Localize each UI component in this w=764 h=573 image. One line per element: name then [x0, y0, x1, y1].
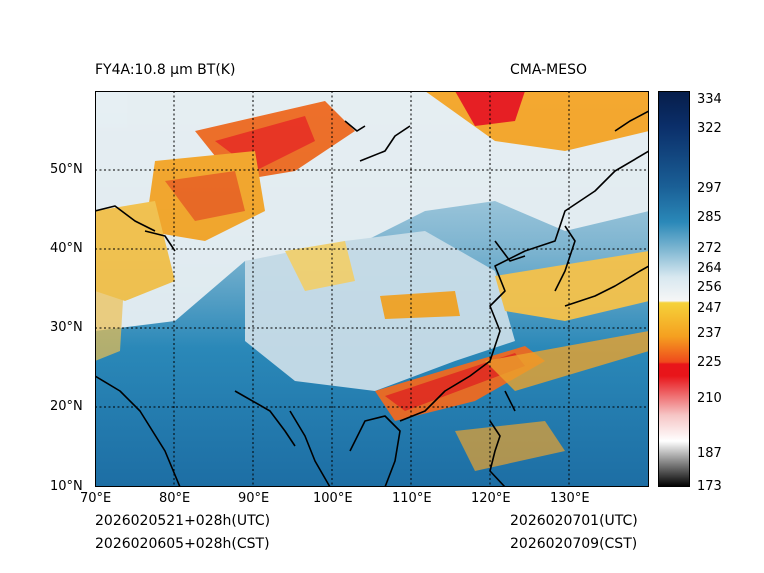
colorbar-tick: 225 [697, 355, 722, 370]
colorbar-tick: 210 [697, 391, 722, 406]
colorbar-tick: 256 [697, 280, 722, 295]
model-name: CMA-MESO [510, 62, 588, 78]
coastlines [95, 110, 649, 487]
lon-label-70: 70°E [80, 491, 112, 506]
colorbar-gradient [658, 91, 690, 487]
colorbar-tick: 297 [697, 181, 722, 196]
init-time-cst: 2026020605+028h(CST) [95, 536, 270, 552]
colorbar-tick: 334 [697, 92, 722, 107]
valid-time-utc: 2026020701(UTC) [510, 513, 638, 529]
brightness-temperature-map [95, 91, 649, 487]
colorbar [658, 91, 690, 487]
colorbar-tick: 272 [697, 241, 722, 256]
lon-label-80: 80°E [159, 491, 191, 506]
lat-label-10: 10°N [50, 479, 83, 494]
lat-label-40: 40°N [50, 241, 83, 256]
colorbar-tick: 264 [697, 261, 722, 276]
lat-label-30: 30°N [50, 320, 83, 335]
lat-label-50: 50°N [50, 162, 83, 177]
map-frame [95, 91, 649, 487]
colorbar-tick: 247 [697, 301, 722, 316]
lon-label-100: 100°E [313, 491, 353, 506]
valid-time-cst: 2026020709(CST) [510, 536, 638, 552]
lon-label-110: 110°E [392, 491, 432, 506]
map-title: FY4A:10.8 µm BT(K) [95, 62, 236, 78]
colorbar-tick: 187 [697, 446, 722, 461]
colorbar-tick: 237 [697, 326, 722, 341]
lon-label-130: 130°E [550, 491, 590, 506]
lat-label-20: 20°N [50, 399, 83, 414]
graticule [95, 91, 649, 487]
lon-label-120: 120°E [471, 491, 511, 506]
lon-label-90: 90°E [238, 491, 270, 506]
colorbar-tick: 173 [697, 479, 722, 494]
init-time-utc: 2026020521+028h(UTC) [95, 513, 271, 529]
cloud-fields [95, 91, 649, 471]
colorbar-tick: 322 [697, 121, 722, 136]
colorbar-tick: 285 [697, 210, 722, 225]
